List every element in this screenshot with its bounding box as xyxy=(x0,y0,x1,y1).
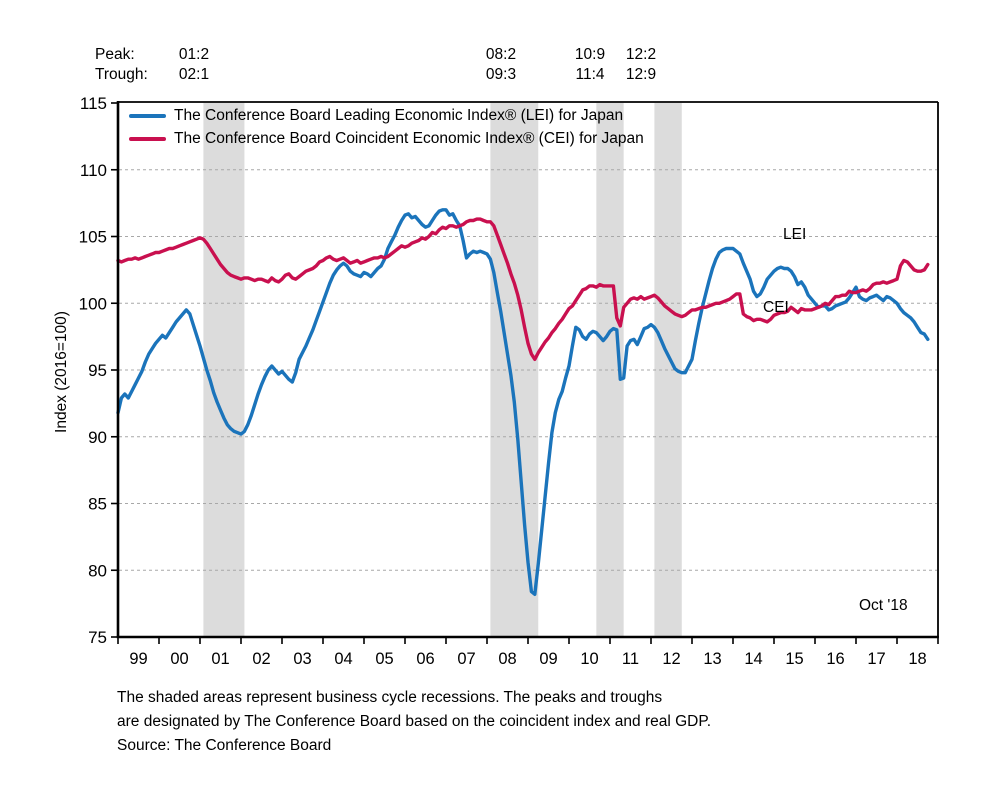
footnote-line-3: Source: The Conference Board xyxy=(117,737,332,754)
x-tick-label: 05 xyxy=(375,650,393,668)
x-tick-label: 00 xyxy=(170,650,188,668)
y-axis-title: Index (2016=100) xyxy=(53,311,70,433)
trough-row-label: Trough: xyxy=(95,66,148,83)
peak-date-3: 10:9 xyxy=(574,46,606,63)
x-tick-label: 14 xyxy=(744,650,762,668)
trough-date-4: 12:9 xyxy=(625,66,657,83)
footnote: The shaded areas represent business cycl… xyxy=(117,686,711,758)
cei-series-label: CEI xyxy=(763,299,789,316)
y-tick-label: 115 xyxy=(80,94,107,113)
x-tick-label: 13 xyxy=(703,650,721,668)
x-tick-label: 08 xyxy=(498,650,516,668)
x-tick-label: 02 xyxy=(252,650,270,668)
x-tick-label: 99 xyxy=(129,650,147,668)
lei-series-label: LEI xyxy=(783,226,807,243)
x-tick-label: 16 xyxy=(826,650,844,668)
x-tick-label: 11 xyxy=(622,650,639,668)
footnote-line-2: are designated by The Conference Board b… xyxy=(117,713,711,730)
x-tick-label: 12 xyxy=(662,650,680,668)
x-tick-label: 18 xyxy=(908,650,926,668)
cei-line xyxy=(116,217,930,361)
x-tick-label: 09 xyxy=(539,650,557,668)
y-tick-label: 75 xyxy=(88,628,107,647)
y-tick-label: 90 xyxy=(88,428,107,447)
x-tick-label: 07 xyxy=(457,650,475,668)
trough-date-1: 02:1 xyxy=(178,66,210,83)
x-tick-label: 10 xyxy=(580,650,598,668)
x-tick-label: 15 xyxy=(785,650,803,668)
legend-item-cei: The Conference Board Coincident Economic… xyxy=(129,127,644,150)
y-tick-label: 100 xyxy=(79,294,107,313)
peak-date-4: 12:2 xyxy=(625,46,657,63)
y-tick-label: 80 xyxy=(88,561,107,580)
y-tick-label: 110 xyxy=(80,161,107,180)
x-tick-label: 03 xyxy=(293,650,311,668)
cei-legend-label: The Conference Board Coincident Economic… xyxy=(174,129,644,147)
peak-row-label: Peak: xyxy=(95,46,135,63)
trough-date-2: 09:3 xyxy=(485,66,517,83)
lei-legend-label: The Conference Board Leading Economic In… xyxy=(174,106,624,124)
x-tick-label: 17 xyxy=(867,650,885,668)
x-tick-label: 01 xyxy=(211,650,229,668)
lei-legend-line xyxy=(129,113,166,118)
lei-line xyxy=(116,208,930,596)
peak-date-1: 01:2 xyxy=(178,46,210,63)
y-tick-label: 105 xyxy=(79,228,107,247)
peak-row: Peak: 01:2 08:2 10:9 12:2 xyxy=(0,46,1000,64)
chart-legend: The Conference Board Leading Economic In… xyxy=(129,104,644,150)
trough-date-3: 11:4 xyxy=(575,66,605,83)
trough-row: Trough: 02:1 09:3 11:4 12:9 xyxy=(0,66,1000,84)
cei-legend-line xyxy=(129,136,166,141)
x-tick-label: 06 xyxy=(416,650,434,668)
x-tick-label: 04 xyxy=(334,650,352,668)
footnote-line-1: The shaded areas represent business cycl… xyxy=(117,689,663,706)
peak-date-2: 08:2 xyxy=(485,46,517,63)
y-tick-label: 95 xyxy=(88,361,107,380)
y-tick-label: 85 xyxy=(88,495,107,514)
legend-item-lei: The Conference Board Leading Economic In… xyxy=(129,104,644,127)
latest-data-label: Oct '18 xyxy=(859,597,908,614)
